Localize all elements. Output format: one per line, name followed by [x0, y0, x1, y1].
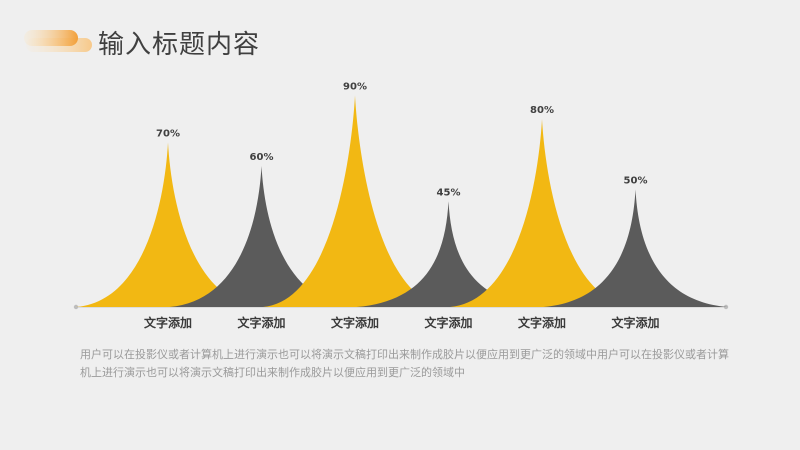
category-label-1: 文字添加: [144, 315, 192, 330]
value-label-6: 50%: [624, 176, 648, 187]
category-label-4: 文字添加: [424, 315, 472, 330]
category-label-6: 文字添加: [611, 315, 659, 330]
page-title: 输入标题内容: [98, 30, 261, 60]
category-label-5: 文字添加: [518, 315, 566, 330]
value-label-2: 60%: [250, 152, 274, 163]
value-label-5: 80%: [530, 105, 554, 116]
peak-chart: 70% 文字添加 60% 文字添加 90% 文字添加 45% 文字添加 80% 文字添加 50% 文字…: [73, 82, 729, 330]
category-label-3: 文字添加: [331, 315, 379, 330]
peak-6: [543, 189, 728, 307]
value-label-4: 45%: [437, 187, 461, 198]
peak-4: [356, 201, 541, 307]
value-label-3: 90%: [343, 82, 367, 93]
peak-5: [450, 119, 634, 307]
description-text: 用户可以在投影仪或者计算机上进行演示也可以将演示文稿打印出来制作成胶片以便应用到…: [80, 348, 729, 379]
peak-3: [263, 95, 447, 307]
title-decoration-icon: [24, 30, 92, 52]
peak-2: [169, 166, 354, 307]
peak-1: [76, 142, 260, 307]
value-label-1: 70%: [156, 129, 180, 140]
category-label-2: 文字添加: [237, 315, 285, 330]
